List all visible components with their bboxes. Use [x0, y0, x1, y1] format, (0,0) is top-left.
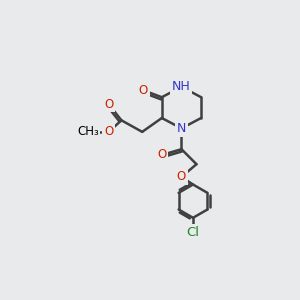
Text: O: O: [139, 84, 148, 97]
Text: CH₃: CH₃: [77, 125, 99, 138]
Text: Cl: Cl: [187, 226, 200, 238]
Text: O: O: [157, 148, 167, 161]
Text: NH: NH: [172, 80, 191, 93]
Text: O: O: [177, 170, 186, 183]
Text: N: N: [177, 122, 186, 135]
Text: O: O: [104, 98, 113, 111]
Text: O: O: [104, 125, 113, 138]
